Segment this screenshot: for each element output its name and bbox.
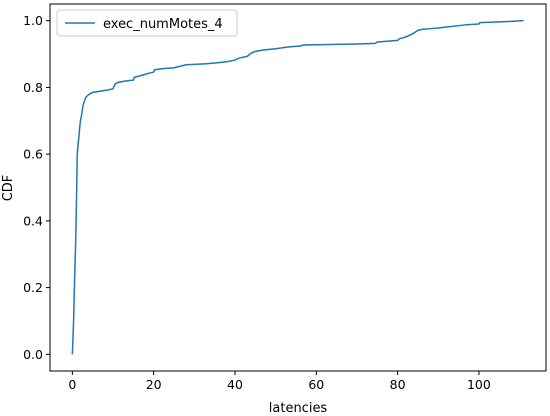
x-tick-label: 0 [68, 377, 76, 392]
x-axis-label: latencies [269, 401, 328, 416]
plot-area [50, 4, 546, 371]
y-tick-label: 1.0 [23, 13, 43, 28]
y-tick-label: 0.0 [23, 347, 43, 362]
y-tick-label: 0.4 [23, 213, 43, 228]
x-tick-label: 40 [227, 377, 243, 392]
x-tick-label: 20 [146, 377, 162, 392]
plot-frame [49, 3, 547, 372]
x-tick-label: 60 [308, 377, 324, 392]
y-axis-label: CDF [1, 175, 16, 202]
x-axis: 0 20 40 60 80 100 [68, 371, 491, 392]
legend: exec_numMotes_4 [56, 9, 238, 37]
x-tick-label: 80 [390, 377, 406, 392]
legend-label: exec_numMotes_4 [103, 17, 223, 32]
series-line-0 [71, 19, 524, 355]
y-tick-label: 0.6 [23, 147, 43, 162]
x-tick-label: 100 [467, 377, 491, 392]
series-layer [71, 19, 524, 355]
y-tick-label: 0.8 [23, 80, 43, 95]
y-axis: 0.0 0.2 0.4 0.6 0.8 1.0 [23, 13, 50, 362]
y-tick-label: 0.2 [23, 280, 43, 295]
legend-box [56, 9, 238, 37]
